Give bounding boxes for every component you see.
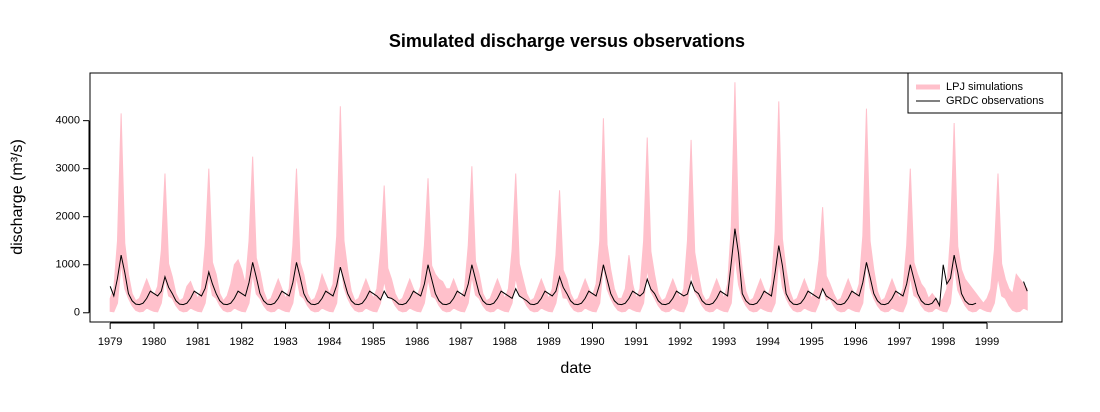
y-tick-label: 0 — [74, 307, 80, 319]
x-tick-label: 1991 — [624, 336, 648, 348]
x-tick-label: 1979 — [98, 336, 122, 348]
x-tick-label: 1986 — [405, 336, 429, 348]
legend-label: GRDC observations — [946, 95, 1044, 107]
x-tick-label: 1993 — [712, 336, 736, 348]
x-tick-label: 1985 — [361, 336, 385, 348]
x-tick-label: 1992 — [668, 336, 692, 348]
x-tick-label: 1984 — [317, 336, 341, 348]
legend-label: LPJ simulations — [946, 81, 1024, 93]
x-tick-label: 1998 — [931, 336, 955, 348]
plot-area: 1979 1980 1981 1982 1983 1984 1985 1986 1987 1988… — [56, 72, 1063, 348]
x-tick-label: 1995 — [799, 336, 823, 348]
x-tick-label: 1980 — [142, 336, 166, 348]
x-axis-title: date — [560, 360, 591, 377]
y-tick-label: 4000 — [56, 115, 80, 127]
plot-frame — [89, 72, 1063, 323]
observation-line — [109, 228, 1028, 308]
simulation-band — [109, 82, 1028, 313]
y-tick-label: 2000 — [56, 211, 80, 223]
legend: LPJ simulations GRDC observations — [907, 72, 1063, 114]
legend-box — [907, 72, 1063, 114]
chart-title: Simulated discharge versus observations — [389, 31, 745, 51]
x-tick-label: 1990 — [580, 336, 604, 348]
x-tick-label: 1981 — [186, 336, 210, 348]
x-tick-label: 1997 — [887, 336, 911, 348]
x-tick-label: 1987 — [449, 336, 473, 348]
y-tick-label: 1000 — [56, 259, 80, 271]
y-axis-title: discharge (m³/s) — [9, 139, 26, 255]
y-tick-label: 3000 — [56, 163, 80, 175]
x-tick-label: 1999 — [975, 336, 999, 348]
x-tick-label: 1983 — [273, 336, 297, 348]
x-tick-label: 1988 — [493, 336, 517, 348]
x-tick-label: 1996 — [843, 336, 867, 348]
x-tick-label: 1989 — [536, 336, 560, 348]
x-tick-label: 1982 — [229, 336, 253, 348]
x-tick-label: 1994 — [756, 336, 780, 348]
